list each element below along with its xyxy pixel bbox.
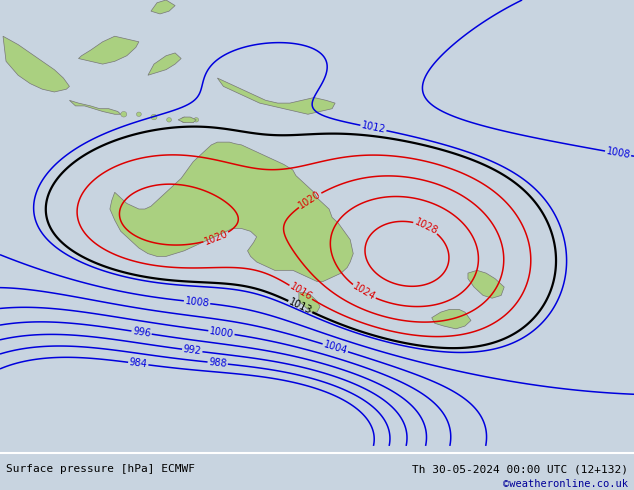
Polygon shape [70,100,120,114]
Text: 1028: 1028 [413,217,439,237]
Circle shape [151,114,157,120]
Text: 1000: 1000 [209,326,235,339]
Text: 1012: 1012 [360,121,387,135]
Text: 988: 988 [208,357,228,369]
Text: ©weatheronline.co.uk: ©weatheronline.co.uk [503,479,628,489]
Circle shape [181,117,187,122]
Text: 1016: 1016 [288,282,314,303]
Polygon shape [79,36,139,64]
Polygon shape [217,78,335,114]
Polygon shape [110,142,353,281]
Circle shape [194,118,198,122]
Text: 1020: 1020 [297,189,323,211]
Text: 992: 992 [183,344,202,357]
Text: 1013: 1013 [287,297,314,317]
Text: Surface pressure [hPa] ECMWF: Surface pressure [hPa] ECMWF [6,465,195,474]
Polygon shape [148,53,181,75]
Polygon shape [299,293,320,312]
Polygon shape [432,309,471,329]
Circle shape [167,118,171,122]
Circle shape [136,112,141,117]
Polygon shape [178,117,197,122]
Text: 984: 984 [129,358,148,370]
Text: Th 30-05-2024 00:00 UTC (12+132): Th 30-05-2024 00:00 UTC (12+132) [411,465,628,474]
Text: 1008: 1008 [605,147,631,160]
Text: 996: 996 [132,326,152,339]
Polygon shape [3,36,70,92]
Text: 1020: 1020 [203,229,230,247]
Circle shape [120,111,127,117]
Polygon shape [151,0,175,14]
Polygon shape [468,270,504,298]
Text: 1024: 1024 [351,281,377,303]
Text: 1008: 1008 [184,296,210,309]
Text: 1004: 1004 [322,340,349,356]
